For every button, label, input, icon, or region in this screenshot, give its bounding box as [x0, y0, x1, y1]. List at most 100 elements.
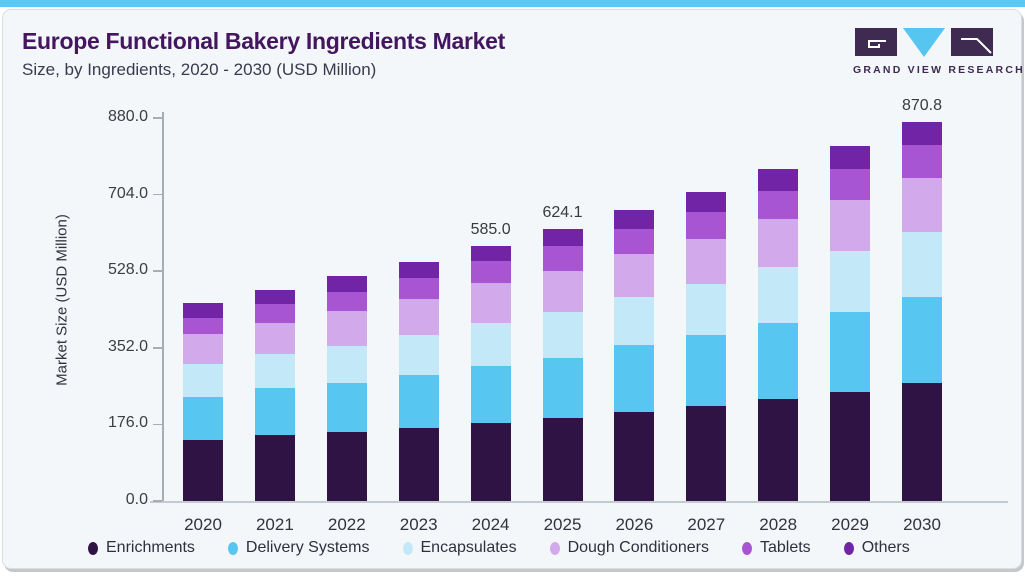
bar-segment-encapsulates	[398, 334, 439, 375]
bar-segment-others	[326, 275, 367, 292]
y-tick-label: 0.0	[125, 491, 148, 508]
x-tick-label: 2030	[903, 515, 941, 534]
x-tick-label: 2022	[327, 515, 366, 534]
top-accent-bar	[0, 0, 1025, 7]
bar-segment-delivery-systems	[183, 396, 223, 441]
legend-label: Enrichments	[106, 539, 195, 556]
bar-segment-enrichments	[830, 392, 871, 501]
bar-segment-delivery-systems	[470, 366, 511, 424]
legend-label: Others	[861, 539, 910, 556]
bar-segment-delivery-systems	[542, 358, 583, 419]
logo-wordmark: GRAND VIEW RESEARCH	[853, 64, 1025, 76]
bar-segment-others	[902, 122, 942, 146]
bar-segment-encapsulates	[470, 323, 511, 367]
bar-segment-others	[398, 261, 439, 278]
bar-segment-dough-conditioners	[398, 298, 439, 335]
legend-swatch-icon	[402, 541, 413, 555]
bar-segment-encapsulates	[614, 296, 655, 345]
y-axis-line	[162, 112, 164, 502]
x-axis-baseline	[150, 501, 1008, 503]
legend-swatch-icon	[843, 541, 854, 555]
x-tick-label: 2028	[759, 515, 798, 534]
y-tick-label: 704.0	[107, 184, 148, 202]
bar-segment-others	[830, 146, 871, 170]
y-tick-label: 880.0	[107, 108, 148, 126]
bar-segment-tablets	[326, 291, 367, 311]
x-tick-label: 2026	[615, 515, 654, 534]
bar-segment-delivery-systems	[254, 388, 295, 436]
bar-segment-encapsulates	[830, 251, 871, 313]
y-tick-label: 352.0	[107, 337, 148, 355]
legend-item-enrichments: Enrichments	[88, 539, 195, 557]
x-tick-label: 2024	[471, 515, 510, 534]
bar-segment-dough-conditioners	[470, 282, 511, 323]
bar-segment-encapsulates	[902, 232, 942, 297]
bar-segment-tablets	[254, 304, 295, 324]
bar-segment-enrichments	[902, 383, 942, 501]
bar-segment-encapsulates	[326, 345, 367, 383]
bar-segment-enrichments	[254, 435, 295, 501]
legend-item-dough-conditioners: Dough Conditioners	[549, 539, 709, 557]
bar-segment-encapsulates	[686, 284, 727, 336]
bar-segment-enrichments	[686, 406, 727, 501]
bar-segment-encapsulates	[183, 363, 223, 397]
bar-segment-tablets	[470, 261, 511, 283]
bar-total-label: 870.8	[901, 97, 943, 115]
bar-segment-dough-conditioners	[758, 218, 799, 267]
x-tick-label: 2027	[687, 515, 726, 534]
y-tick-label: 528.0	[107, 261, 148, 279]
bar-segment-encapsulates	[758, 266, 799, 323]
bar-segment-others	[758, 168, 799, 192]
bar-segment-enrichments	[758, 399, 799, 501]
legend-label: Tablets	[759, 539, 811, 556]
legend-label: Encapsulates	[420, 539, 517, 556]
y-axis-title: Market Size (USD Million)	[53, 214, 71, 386]
bar-segment-others	[254, 289, 295, 305]
legend-item-others: Others	[843, 539, 910, 557]
bar-segment-enrichments	[183, 440, 223, 501]
bar-segment-delivery-systems	[398, 374, 439, 428]
y-tick-mark	[153, 500, 162, 502]
x-tick-label: 2025	[543, 515, 582, 534]
y-tick-mark	[153, 270, 162, 272]
bar-segment-encapsulates	[542, 312, 583, 359]
bar-segment-tablets	[830, 169, 871, 201]
bar-segment-dough-conditioners	[830, 200, 871, 252]
bar-segment-enrichments	[614, 411, 655, 501]
y-tick-mark	[153, 117, 162, 119]
bar-segment-enrichments	[398, 427, 439, 501]
legend-swatch-icon	[227, 541, 238, 555]
bar-segment-delivery-systems	[902, 296, 942, 384]
bar-segment-delivery-systems	[614, 344, 655, 412]
y-tick-mark	[153, 193, 162, 196]
legend-label: Delivery Systems	[245, 539, 370, 556]
x-tick-label: 2029	[831, 515, 869, 534]
bar-segment-dough-conditioners	[614, 253, 655, 297]
legend-swatch-icon	[549, 541, 560, 555]
x-tick-label: 2021	[255, 515, 294, 534]
bar-segment-others	[542, 229, 583, 247]
bar-segment-tablets	[183, 317, 223, 334]
bar-segment-tablets	[542, 246, 583, 272]
bar-segment-tablets	[614, 229, 655, 254]
bar-segment-delivery-systems	[686, 335, 727, 407]
bar-segment-delivery-systems	[830, 312, 871, 393]
bar-segment-delivery-systems	[326, 382, 367, 432]
bar-segment-dough-conditioners	[326, 310, 367, 346]
bar-segment-dough-conditioners	[183, 333, 223, 364]
legend-swatch-icon	[741, 541, 752, 555]
bar-segment-others	[470, 246, 511, 262]
legend-item-delivery-systems: Delivery Systems	[227, 539, 370, 557]
y-tick-label: 176.0	[107, 414, 148, 432]
page-title: Europe Functional Bakery Ingredients Mar…	[22, 28, 505, 54]
page-subtitle: Size, by Ingredients, 2020 - 2030 (USD M…	[22, 60, 377, 79]
bar-segment-enrichments	[542, 418, 583, 501]
bar-segment-tablets	[398, 277, 439, 299]
bar-segment-dough-conditioners	[686, 239, 727, 285]
bar-segment-dough-conditioners	[542, 271, 583, 313]
bar-segment-tablets	[902, 145, 942, 179]
bar-segment-others	[686, 191, 727, 212]
bar-segment-others	[614, 209, 655, 229]
y-tick-mark	[153, 347, 162, 349]
